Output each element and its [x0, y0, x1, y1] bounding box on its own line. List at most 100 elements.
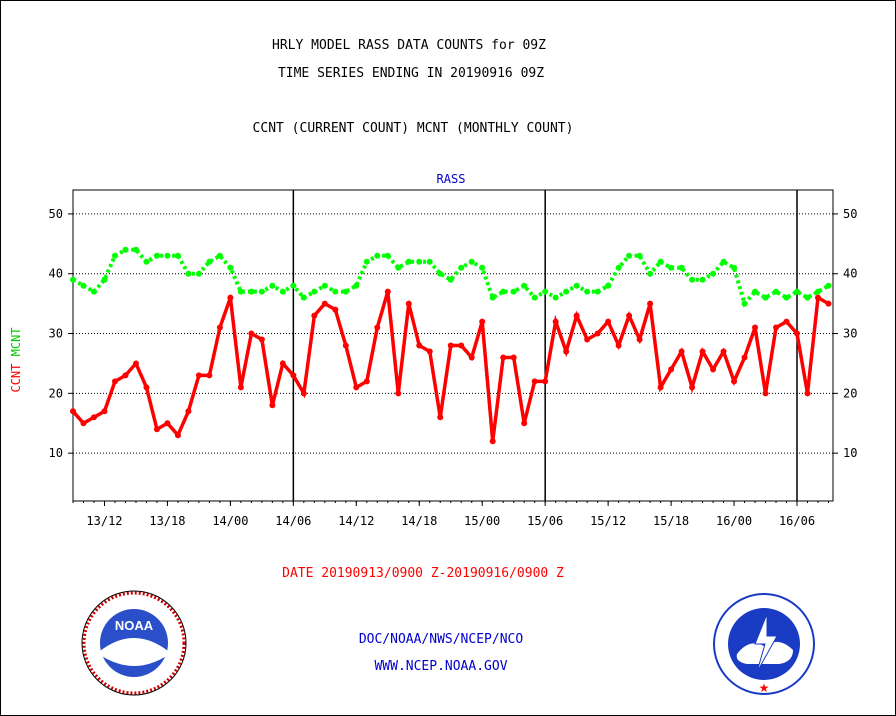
point-ccnt — [311, 312, 318, 319]
point-mcnt — [720, 258, 727, 265]
point-ccnt — [227, 294, 234, 301]
point-mcnt — [395, 264, 402, 271]
point-mcnt — [804, 294, 811, 301]
x-tick-label: 15/18 — [653, 514, 689, 528]
point-mcnt — [521, 282, 528, 289]
x-tick-label: 13/12 — [86, 514, 122, 528]
point-mcnt — [237, 288, 244, 295]
y-tick-label-left: 40 — [49, 267, 63, 281]
point-mcnt — [500, 288, 507, 295]
point-mcnt — [405, 258, 412, 265]
point-mcnt — [563, 288, 570, 295]
point-ccnt — [195, 372, 202, 379]
point-mcnt — [321, 282, 328, 289]
point-mcnt — [374, 252, 381, 259]
point-ccnt — [689, 384, 696, 391]
x-tick-label: 16/00 — [716, 514, 752, 528]
point-mcnt — [783, 294, 790, 301]
chart-title-line1: HRLY MODEL RASS DATA COUNTS for 09Z — [272, 38, 546, 53]
point-mcnt — [762, 294, 769, 301]
point-ccnt — [678, 348, 685, 355]
point-mcnt — [752, 288, 759, 295]
point-mcnt — [489, 294, 496, 301]
point-mcnt — [70, 276, 76, 283]
point-ccnt — [489, 438, 496, 445]
point-ccnt — [300, 390, 307, 397]
x-tick-label: 14/00 — [212, 514, 248, 528]
point-mcnt — [384, 252, 391, 259]
point-mcnt — [458, 264, 465, 271]
point-ccnt — [668, 366, 675, 373]
plot-title-rass: RASS — [436, 172, 466, 186]
point-ccnt — [552, 318, 559, 325]
series-line-ccnt — [73, 291, 830, 442]
point-ccnt — [269, 402, 276, 409]
point-mcnt — [300, 294, 307, 301]
point-ccnt — [111, 378, 118, 385]
point-mcnt — [552, 294, 559, 301]
point-mcnt — [510, 288, 517, 295]
point-mcnt — [531, 294, 538, 301]
point-mcnt — [710, 270, 717, 277]
y-tick-label-right: 10 — [843, 446, 857, 460]
point-ccnt — [521, 420, 528, 427]
point-mcnt — [731, 264, 738, 271]
point-ccnt — [752, 324, 759, 331]
point-mcnt — [794, 288, 800, 295]
point-ccnt — [258, 336, 265, 343]
point-mcnt — [279, 288, 286, 295]
point-ccnt — [657, 384, 664, 391]
point-ccnt — [143, 384, 150, 391]
x-tick-label: 13/18 — [149, 514, 185, 528]
point-mcnt — [814, 288, 821, 295]
point-ccnt — [332, 306, 339, 313]
point-ccnt — [825, 300, 832, 307]
point-mcnt — [111, 252, 118, 259]
point-mcnt — [437, 270, 444, 277]
point-ccnt — [132, 360, 139, 367]
point-mcnt — [479, 264, 486, 271]
x-tick-label: 14/12 — [338, 514, 374, 528]
point-ccnt — [237, 384, 244, 391]
point-mcnt — [447, 276, 454, 283]
point-mcnt — [90, 288, 97, 295]
point-ccnt — [762, 390, 769, 397]
point-ccnt — [794, 330, 800, 337]
chart-subtitle: CCNT (CURRENT COUNT) MCNT (MONTHLY COUNT… — [252, 121, 574, 136]
x-tick-label: 15/00 — [464, 514, 500, 528]
point-ccnt — [416, 342, 423, 349]
y-tick-label-left: 10 — [49, 446, 63, 460]
y-tick-label-left: 50 — [49, 207, 63, 221]
point-ccnt — [510, 354, 517, 361]
point-mcnt — [153, 252, 160, 259]
point-mcnt — [216, 252, 223, 259]
point-mcnt — [269, 282, 276, 289]
noaa-logo-text: NOAA — [115, 618, 154, 633]
y-tick-label-right: 40 — [843, 267, 857, 281]
point-mcnt — [363, 258, 370, 265]
y-tick-label-left: 30 — [49, 327, 63, 341]
point-mcnt — [258, 288, 265, 295]
point-ccnt — [626, 312, 633, 319]
agency-label: DOC/NOAA/NWS/NCEP/NCO — [358, 632, 524, 647]
point-ccnt — [185, 408, 192, 415]
point-mcnt — [342, 288, 349, 295]
x-tick-label: 15/12 — [590, 514, 626, 528]
point-ccnt — [101, 408, 108, 415]
point-ccnt — [164, 420, 171, 427]
point-ccnt — [458, 342, 465, 349]
point-mcnt — [332, 288, 339, 295]
point-ccnt — [426, 348, 433, 355]
point-ccnt — [542, 378, 549, 385]
point-ccnt — [279, 360, 286, 367]
point-mcnt — [174, 252, 181, 259]
point-ccnt — [353, 384, 360, 391]
x-tick-label: 16/06 — [779, 514, 815, 528]
point-mcnt — [143, 258, 150, 265]
point-ccnt — [321, 300, 328, 307]
point-mcnt — [101, 276, 108, 283]
point-mcnt — [290, 282, 297, 289]
point-ccnt — [741, 354, 748, 361]
point-ccnt — [405, 300, 412, 307]
point-ccnt — [710, 366, 717, 373]
